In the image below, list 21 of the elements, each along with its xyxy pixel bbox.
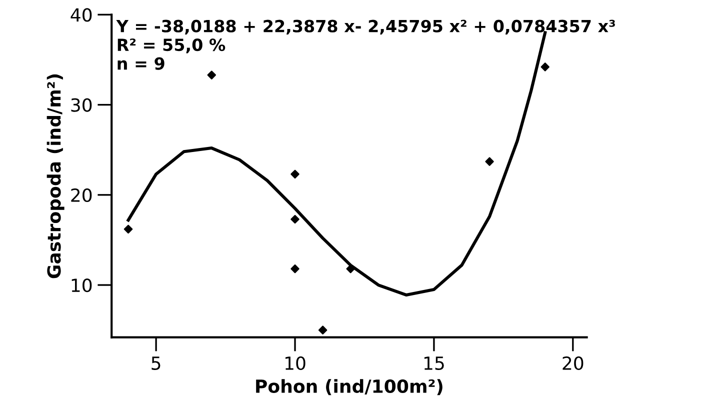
annotation: n = 9 xyxy=(118,57,164,70)
y-tick-label: 10 xyxy=(72,278,92,292)
y-axis-title: Gastropoda (ind/m²) xyxy=(46,74,64,278)
x-tick-label: 15 xyxy=(424,356,444,370)
annotation: R² = 55,0 % xyxy=(118,38,226,54)
annotation: Y = -38,0188 + 22,3878 x- 2,45795 x² + 0,0784357 x³ xyxy=(116,20,615,35)
point xyxy=(540,62,550,72)
point xyxy=(290,264,300,274)
point xyxy=(290,170,300,179)
x-tick-label: 20 xyxy=(562,356,584,370)
y-tick-label: 20 xyxy=(71,188,92,202)
point xyxy=(207,70,216,80)
x-tick-label: 10 xyxy=(286,356,306,370)
x-tick-label: 5 xyxy=(152,356,160,370)
y-tick-label: 40 xyxy=(70,8,92,22)
point xyxy=(485,157,494,166)
point xyxy=(318,326,328,334)
point xyxy=(124,224,133,234)
point xyxy=(290,214,300,224)
y-tick-label: 30 xyxy=(71,98,92,112)
x-axis-title: Pohon (ind/100m²) xyxy=(256,379,442,396)
